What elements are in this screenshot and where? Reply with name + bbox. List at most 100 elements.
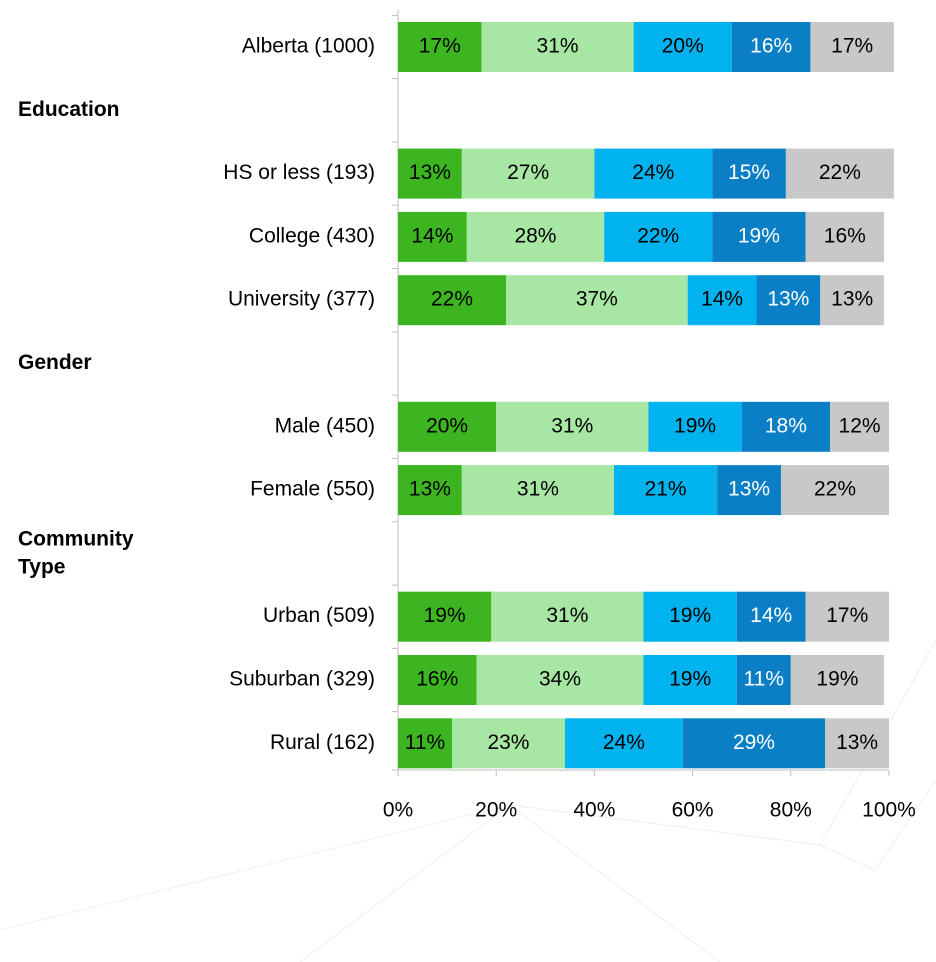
bar-segment — [398, 465, 462, 516]
decor-line — [0, 804, 721, 962]
bar-segment — [736, 591, 806, 642]
category-label: Rural (162) — [270, 731, 375, 754]
category-label: Suburban (329) — [229, 668, 375, 691]
category-label: Urban (509) — [263, 604, 375, 627]
value-label: 17% — [826, 604, 868, 627]
value-label: 31% — [517, 478, 559, 501]
x-tick-label: 60% — [672, 799, 714, 822]
category-label: Alberta (1000) — [242, 35, 375, 58]
value-label: 19% — [424, 604, 466, 627]
bar-segment — [830, 401, 889, 452]
value-label: 13% — [831, 288, 873, 311]
bar-segment — [398, 211, 467, 262]
bar-segment — [398, 718, 453, 769]
value-label: 27% — [507, 161, 549, 184]
value-label: 29% — [733, 731, 775, 754]
value-label: 12% — [839, 414, 881, 437]
value-label: 19% — [738, 224, 780, 247]
category-label: Female (550) — [250, 478, 375, 501]
bar-segment — [398, 148, 462, 199]
value-label: 22% — [814, 478, 856, 501]
bar-segment — [491, 591, 644, 642]
value-label: 14% — [701, 288, 743, 311]
bar-segment — [398, 22, 482, 72]
category-label: College (430) — [249, 224, 375, 247]
value-label: 21% — [645, 478, 687, 501]
value-label: 13% — [836, 731, 878, 754]
bar-segment — [820, 275, 885, 326]
value-label: 14% — [750, 604, 792, 627]
value-label: 22% — [819, 161, 861, 184]
x-tick-label: 40% — [573, 799, 615, 822]
value-label: 19% — [816, 668, 858, 691]
value-label: 17% — [419, 35, 461, 58]
bar-segment — [643, 655, 737, 705]
bar-segment — [643, 591, 737, 642]
bar-segment — [476, 655, 644, 705]
value-label: 24% — [632, 161, 674, 184]
value-label: 13% — [728, 478, 770, 501]
group-header-line: Type — [18, 555, 65, 578]
bar-segment — [604, 211, 713, 262]
bar-segment — [648, 401, 742, 452]
value-label: 19% — [669, 604, 711, 627]
bar-segment — [780, 465, 889, 516]
value-label: 13% — [409, 478, 451, 501]
bar-segment — [398, 655, 477, 705]
value-label: 16% — [750, 35, 792, 58]
bar-segment — [398, 401, 497, 452]
value-label: 20% — [426, 414, 468, 437]
bar-segment — [481, 22, 634, 72]
value-label: 18% — [765, 414, 807, 437]
value-label: 22% — [637, 224, 679, 247]
bar-segment — [687, 275, 757, 326]
bar-segment — [805, 211, 885, 262]
bar-segment — [506, 275, 688, 326]
bar-segment — [633, 22, 732, 72]
value-label: 15% — [728, 161, 770, 184]
bar-segment — [398, 591, 492, 642]
group-header: Gender — [18, 351, 92, 374]
bar-segment — [564, 718, 683, 769]
bar-segment — [461, 465, 615, 516]
bar-segment — [717, 465, 781, 516]
value-label: 11% — [405, 731, 445, 754]
bar-segment — [805, 591, 889, 642]
value-label: 37% — [576, 288, 618, 311]
value-label: 34% — [539, 668, 581, 691]
value-label: 13% — [409, 161, 451, 184]
bar-segment — [452, 718, 565, 769]
category-label: University (377) — [228, 288, 375, 311]
bar-segment — [741, 401, 831, 452]
bar-segment — [736, 655, 791, 705]
bar-segment — [712, 211, 806, 262]
bar-segment — [461, 148, 595, 199]
value-label: 31% — [551, 414, 593, 437]
bar-segment — [398, 275, 507, 326]
decor-line — [819, 779, 936, 871]
bar-segment — [682, 718, 826, 769]
bar-segment — [756, 275, 821, 326]
bar-segment — [466, 211, 605, 262]
group-header: Education — [18, 98, 120, 121]
value-label: 20% — [662, 35, 704, 58]
value-label: 23% — [487, 731, 529, 754]
value-label: 22% — [431, 288, 473, 311]
value-label: 19% — [669, 668, 711, 691]
value-label: 19% — [674, 414, 716, 437]
value-label: 31% — [537, 35, 579, 58]
bar-segment — [594, 148, 713, 199]
value-label: 28% — [514, 224, 556, 247]
value-label: 24% — [603, 731, 645, 754]
bar-segment — [712, 148, 786, 199]
bar-segment — [790, 655, 885, 705]
category-label: Male (450) — [275, 414, 375, 437]
value-label: 13% — [767, 288, 809, 311]
x-tick-label: 0% — [383, 799, 413, 822]
bar-segment — [785, 148, 894, 199]
x-tick-label: 20% — [475, 799, 517, 822]
value-label: 11% — [744, 668, 784, 691]
group-header: Community Type — [18, 527, 134, 578]
